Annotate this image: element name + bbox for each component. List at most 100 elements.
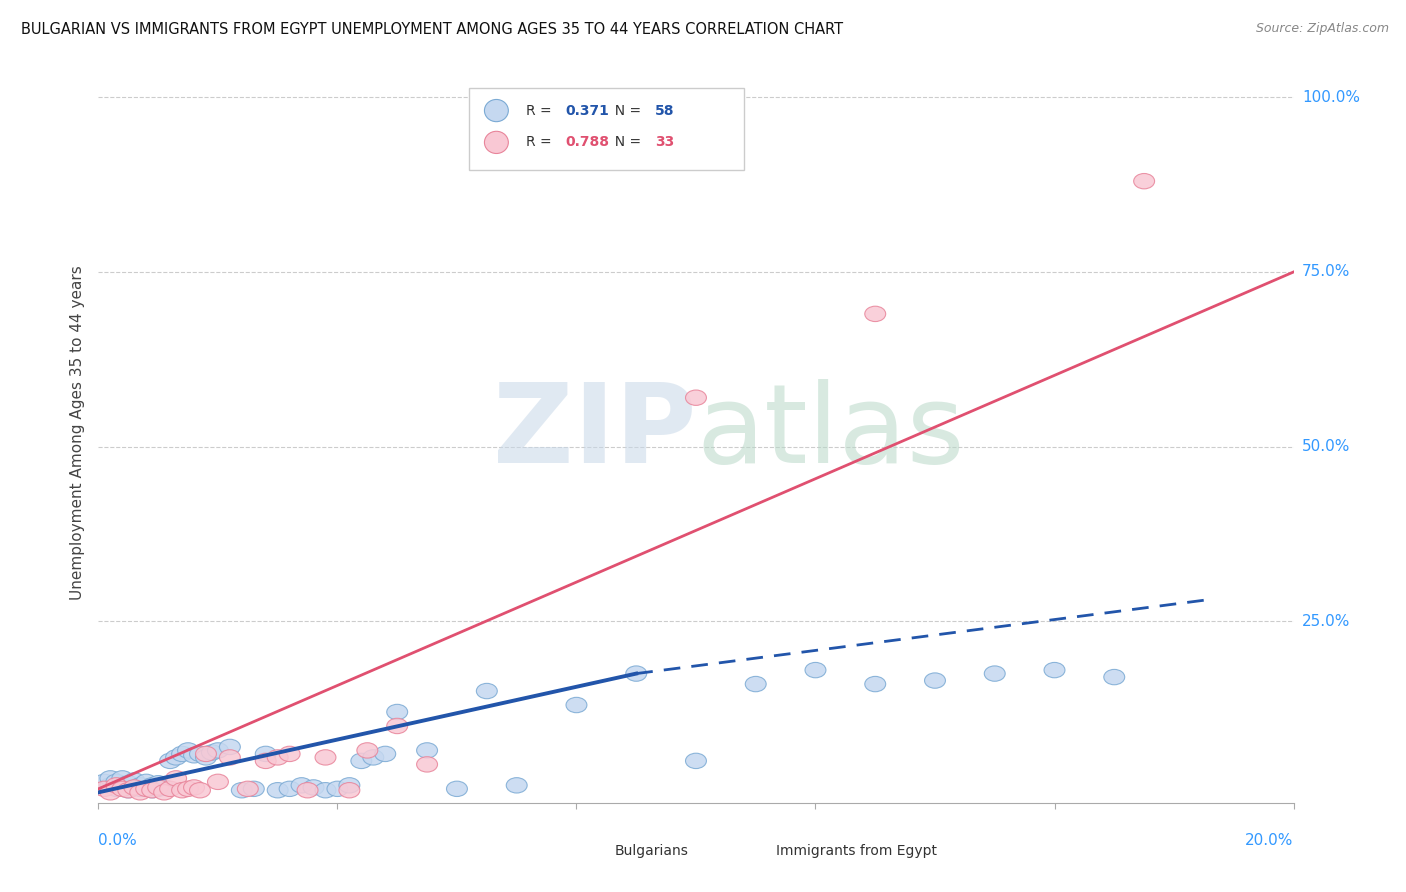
Ellipse shape: [124, 772, 145, 789]
Y-axis label: Unemployment Among Ages 35 to 44 years: Unemployment Among Ages 35 to 44 years: [69, 265, 84, 600]
Ellipse shape: [136, 781, 156, 797]
Ellipse shape: [124, 780, 145, 795]
Ellipse shape: [184, 780, 204, 795]
Text: ZIP: ZIP: [492, 379, 696, 486]
Ellipse shape: [148, 775, 169, 791]
Ellipse shape: [485, 131, 509, 153]
Ellipse shape: [112, 781, 132, 797]
Text: 100.0%: 100.0%: [1302, 90, 1360, 105]
Ellipse shape: [190, 782, 211, 798]
Ellipse shape: [485, 99, 509, 121]
Ellipse shape: [1104, 669, 1125, 685]
Ellipse shape: [177, 781, 198, 797]
Ellipse shape: [256, 747, 276, 762]
Ellipse shape: [387, 705, 408, 720]
Ellipse shape: [129, 778, 150, 793]
Text: R =: R =: [526, 103, 557, 118]
Text: N =: N =: [606, 103, 645, 118]
Ellipse shape: [105, 781, 127, 797]
Ellipse shape: [447, 781, 467, 797]
Ellipse shape: [160, 781, 180, 797]
Ellipse shape: [745, 676, 766, 692]
Ellipse shape: [136, 774, 156, 789]
Ellipse shape: [686, 753, 706, 769]
Text: atlas: atlas: [696, 379, 965, 486]
Ellipse shape: [195, 749, 217, 765]
Text: Source: ZipAtlas.com: Source: ZipAtlas.com: [1256, 22, 1389, 36]
Ellipse shape: [315, 782, 336, 798]
Ellipse shape: [1045, 663, 1064, 678]
Text: 33: 33: [655, 136, 675, 149]
Ellipse shape: [267, 749, 288, 765]
Ellipse shape: [172, 747, 193, 762]
Ellipse shape: [201, 745, 222, 760]
Text: 0.0%: 0.0%: [98, 833, 138, 848]
Ellipse shape: [118, 782, 139, 798]
Ellipse shape: [142, 782, 163, 798]
Ellipse shape: [129, 781, 150, 797]
Ellipse shape: [352, 753, 371, 769]
Ellipse shape: [172, 782, 193, 798]
Ellipse shape: [357, 743, 378, 758]
Ellipse shape: [129, 785, 150, 800]
Ellipse shape: [148, 780, 169, 795]
Ellipse shape: [291, 778, 312, 793]
Ellipse shape: [506, 778, 527, 793]
Ellipse shape: [136, 781, 156, 797]
Ellipse shape: [153, 780, 174, 795]
Ellipse shape: [94, 774, 115, 789]
Ellipse shape: [219, 739, 240, 755]
Ellipse shape: [148, 781, 169, 797]
Ellipse shape: [100, 771, 121, 786]
Ellipse shape: [243, 781, 264, 797]
Ellipse shape: [118, 775, 139, 791]
Ellipse shape: [100, 778, 121, 793]
Text: 58: 58: [655, 103, 675, 118]
Text: 0.371: 0.371: [565, 103, 610, 118]
Ellipse shape: [112, 771, 132, 786]
Ellipse shape: [256, 753, 276, 769]
Ellipse shape: [190, 747, 211, 762]
Ellipse shape: [208, 743, 228, 758]
Ellipse shape: [232, 782, 252, 798]
Ellipse shape: [339, 782, 360, 798]
Text: 20.0%: 20.0%: [1246, 833, 1294, 848]
Ellipse shape: [280, 781, 299, 797]
Ellipse shape: [118, 782, 139, 798]
Ellipse shape: [184, 747, 204, 763]
Ellipse shape: [591, 844, 610, 858]
Text: N =: N =: [606, 136, 645, 149]
Text: Bulgarians: Bulgarians: [614, 844, 689, 858]
Ellipse shape: [416, 756, 437, 772]
Ellipse shape: [142, 778, 163, 793]
Ellipse shape: [806, 663, 825, 678]
Ellipse shape: [267, 782, 288, 798]
Ellipse shape: [160, 753, 180, 769]
Ellipse shape: [100, 785, 121, 800]
Text: 0.788: 0.788: [565, 136, 610, 149]
Ellipse shape: [177, 743, 198, 758]
Ellipse shape: [1133, 173, 1154, 189]
Ellipse shape: [142, 782, 163, 798]
Ellipse shape: [416, 743, 437, 758]
Ellipse shape: [567, 698, 586, 713]
Ellipse shape: [387, 718, 408, 733]
Ellipse shape: [686, 390, 706, 405]
Ellipse shape: [238, 781, 259, 797]
Text: 25.0%: 25.0%: [1302, 614, 1350, 629]
Ellipse shape: [865, 306, 886, 322]
Ellipse shape: [297, 782, 318, 798]
Ellipse shape: [166, 749, 187, 765]
Ellipse shape: [166, 771, 187, 786]
Ellipse shape: [752, 844, 772, 858]
Text: Immigrants from Egypt: Immigrants from Egypt: [776, 844, 936, 858]
Ellipse shape: [124, 780, 145, 795]
Ellipse shape: [925, 673, 945, 689]
Ellipse shape: [105, 774, 127, 789]
Text: R =: R =: [526, 136, 557, 149]
Ellipse shape: [328, 781, 347, 797]
Ellipse shape: [477, 683, 498, 698]
Ellipse shape: [153, 785, 174, 800]
Text: 75.0%: 75.0%: [1302, 264, 1350, 279]
FancyBboxPatch shape: [470, 88, 744, 169]
